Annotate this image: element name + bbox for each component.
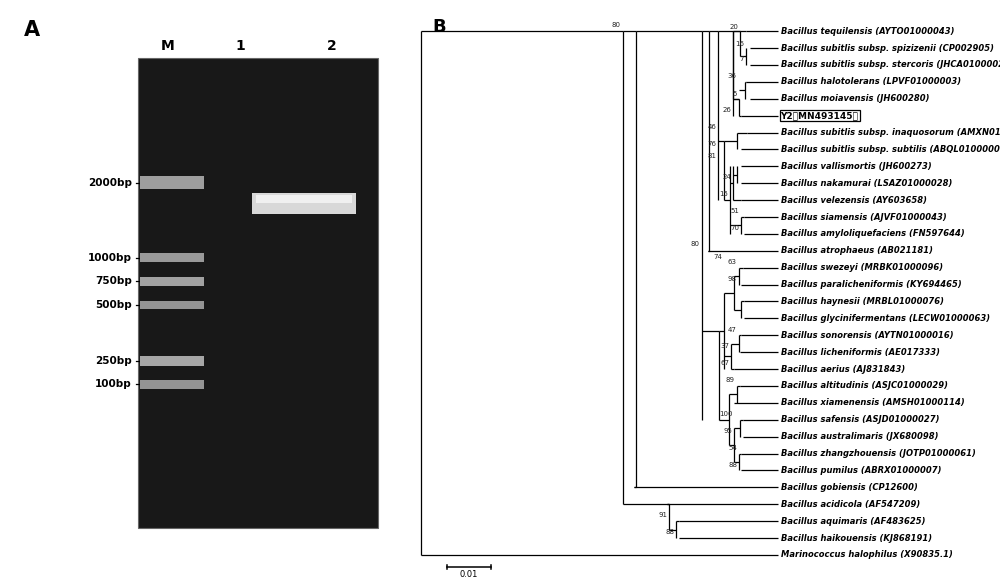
Text: 250bp: 250bp [95, 356, 132, 366]
Text: 47: 47 [728, 327, 737, 332]
Text: 0.01: 0.01 [460, 571, 478, 579]
Bar [138, 58, 378, 528]
Text: Bacillus siamensis (AJVF01000043): Bacillus siamensis (AJVF01000043) [781, 213, 946, 221]
Text: 76: 76 [707, 141, 716, 147]
Text: Bacillus altitudinis (ASJC01000029): Bacillus altitudinis (ASJC01000029) [781, 382, 948, 390]
Text: 100bp: 100bp [95, 379, 132, 389]
Text: 70: 70 [731, 225, 740, 231]
Text: Bacillus xiamenensis (AMSH01000114): Bacillus xiamenensis (AMSH01000114) [781, 399, 964, 407]
Text: Bacillus subitlis subsp. subtilis (ABQL01000001): Bacillus subitlis subsp. subtilis (ABQL0… [781, 145, 1000, 154]
Text: 5: 5 [732, 91, 737, 96]
Text: 750bp: 750bp [95, 276, 132, 286]
Bar [140, 277, 204, 285]
Text: 36: 36 [728, 73, 737, 79]
Text: Y2（MN493145）: Y2（MN493145） [781, 111, 858, 120]
Text: 2000bp: 2000bp [88, 178, 132, 188]
Text: Bacillus vallismortis (JH600273): Bacillus vallismortis (JH600273) [781, 162, 931, 171]
Bar [140, 177, 204, 188]
Text: Bacillus moiavensis (JH600280): Bacillus moiavensis (JH600280) [781, 94, 929, 103]
Text: 2: 2 [327, 38, 337, 53]
Text: 95: 95 [724, 428, 733, 434]
Text: 81: 81 [707, 153, 716, 159]
Text: Bacillus pumilus (ABRX01000007): Bacillus pumilus (ABRX01000007) [781, 466, 941, 475]
Text: Bacillus halotolerans (LPVF01000003): Bacillus halotolerans (LPVF01000003) [781, 77, 961, 87]
Text: 51: 51 [731, 209, 740, 214]
Text: Marinococcus halophilus (X90835.1): Marinococcus halophilus (X90835.1) [781, 550, 952, 560]
Text: 16: 16 [735, 41, 744, 46]
Text: 91: 91 [659, 512, 668, 518]
Text: B: B [433, 17, 446, 35]
Text: 100: 100 [719, 411, 733, 417]
Text: Bacillus velezensis (AY603658): Bacillus velezensis (AY603658) [781, 196, 927, 205]
Text: 54: 54 [729, 445, 737, 451]
Text: Bacillus haynesii (MRBL01000076): Bacillus haynesii (MRBL01000076) [781, 297, 944, 306]
Text: 26: 26 [722, 107, 731, 113]
Text: Bacillus sonorensis (AYTN01000016): Bacillus sonorensis (AYTN01000016) [781, 331, 953, 340]
Bar [140, 253, 204, 262]
Text: Bacillus amyloliquefaciens (FN597644): Bacillus amyloliquefaciens (FN597644) [781, 229, 964, 238]
Text: 37: 37 [720, 343, 729, 349]
Text: Bacillus subitlis subsp. inaquosorum (AMXN01000021): Bacillus subitlis subsp. inaquosorum (AM… [781, 128, 1000, 137]
Text: Bacillus acidicola (AF547209): Bacillus acidicola (AF547209) [781, 500, 920, 509]
Text: 7: 7 [739, 56, 744, 62]
Text: 500bp: 500bp [95, 300, 132, 310]
Text: Bacillus safensis (ASJD01000027): Bacillus safensis (ASJD01000027) [781, 415, 939, 424]
Text: Bacillus atrophaeus (AB021181): Bacillus atrophaeus (AB021181) [781, 246, 933, 255]
Text: Bacillus subitlis subsp. stercoris (JHCA01000027): Bacillus subitlis subsp. stercoris (JHCA… [781, 60, 1000, 70]
Text: 80: 80 [691, 242, 700, 248]
Text: 1000bp: 1000bp [88, 253, 132, 263]
Text: Bacillus licheniformis (AE017333): Bacillus licheniformis (AE017333) [781, 347, 940, 357]
Text: 1: 1 [235, 38, 245, 53]
Text: 20: 20 [730, 24, 739, 30]
Text: Bacillus zhangzhouensis (JOTP01000061): Bacillus zhangzhouensis (JOTP01000061) [781, 449, 976, 458]
Text: 15: 15 [719, 191, 728, 198]
Bar [256, 195, 352, 203]
Text: Bacillus aquimaris (AF483625): Bacillus aquimaris (AF483625) [781, 517, 925, 526]
Text: 24: 24 [723, 174, 731, 180]
Text: 74: 74 [713, 254, 722, 260]
Bar [140, 381, 204, 389]
Text: 88: 88 [728, 462, 737, 468]
Text: Bacillus aerius (AJ831843): Bacillus aerius (AJ831843) [781, 364, 905, 374]
Text: A: A [24, 20, 40, 40]
Text: 88: 88 [666, 529, 675, 535]
Text: Bacillus gobiensis (CP12600): Bacillus gobiensis (CP12600) [781, 483, 918, 492]
Text: 80: 80 [612, 21, 621, 28]
Text: Bacillus tequilensis (AYTO01000043): Bacillus tequilensis (AYTO01000043) [781, 27, 954, 35]
Text: Bacillus paralicheniformis (KY694465): Bacillus paralicheniformis (KY694465) [781, 280, 961, 289]
Bar [140, 356, 204, 367]
Bar [140, 300, 204, 309]
Text: Bacillus subitlis subsp. spizizenii (CP002905): Bacillus subitlis subsp. spizizenii (CP0… [781, 44, 994, 52]
Text: 89: 89 [726, 377, 735, 383]
Text: Bacillus haikouensis (KJ868191): Bacillus haikouensis (KJ868191) [781, 533, 932, 543]
Text: Bacillus australimaris (JX680098): Bacillus australimaris (JX680098) [781, 432, 938, 441]
Text: 98: 98 [728, 276, 737, 282]
Bar [252, 193, 356, 214]
Text: 63: 63 [728, 259, 737, 265]
Text: 46: 46 [707, 124, 716, 130]
Text: M: M [161, 38, 175, 53]
Text: Bacillus nakamurai (LSAZ01000028): Bacillus nakamurai (LSAZ01000028) [781, 179, 952, 188]
Text: 67: 67 [720, 360, 729, 367]
Text: Bacillus glycinifermentans (LECW01000063): Bacillus glycinifermentans (LECW01000063… [781, 314, 990, 323]
Text: Bacillus swezeyi (MRBK01000096): Bacillus swezeyi (MRBK01000096) [781, 263, 943, 272]
